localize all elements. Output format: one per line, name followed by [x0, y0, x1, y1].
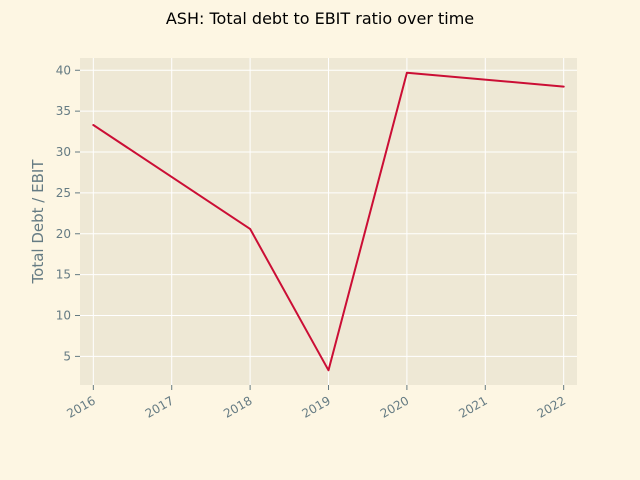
x-tick-label: 2020: [378, 393, 411, 420]
x-tick-label: 2021: [456, 393, 489, 420]
x-tick-label: 2019: [300, 393, 333, 420]
y-tick-label: 5: [63, 349, 71, 363]
y-tick-label: 35: [56, 104, 71, 118]
x-tick-label: 2018: [221, 393, 254, 420]
x-tick-label: 2017: [143, 393, 176, 420]
chart-title: ASH: Total debt to EBIT ratio over time: [166, 9, 474, 28]
x-tick-label: 2022: [535, 393, 568, 420]
y-tick-label: 15: [56, 268, 71, 282]
y-tick-label: 10: [56, 309, 71, 323]
series-layer: [92, 71, 565, 372]
y-tick-label: 30: [56, 145, 71, 159]
y-axis-label: Total Debt / EBIT: [29, 159, 47, 285]
grid-lines: [80, 58, 577, 385]
y-tick-label: 20: [56, 227, 71, 241]
y-tick-label: 40: [56, 63, 71, 77]
y-tick-label: 25: [56, 186, 71, 200]
x-tick-label: 2016: [64, 393, 97, 420]
